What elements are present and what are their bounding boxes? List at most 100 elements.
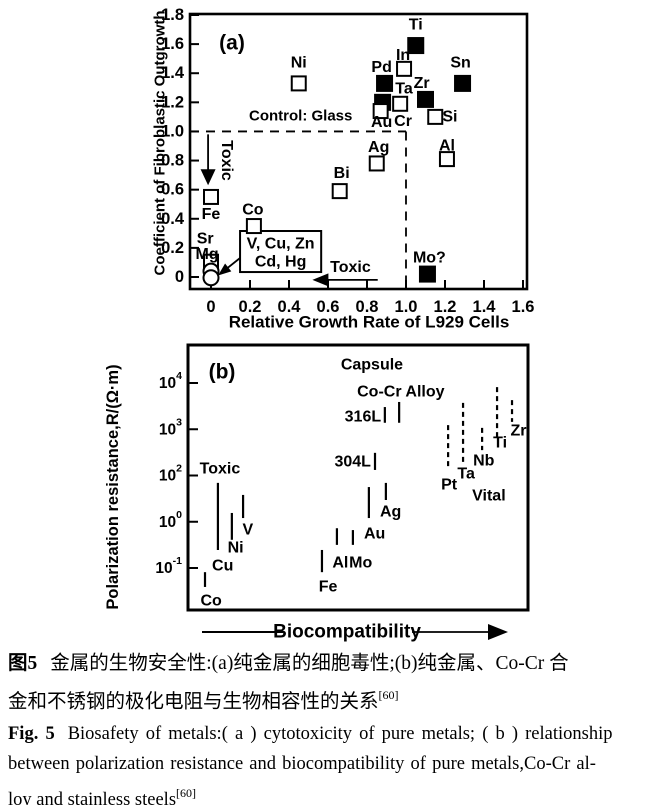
range-label-Co-Cr Alloy: Co-Cr Alloy [357, 383, 445, 400]
range-label-Co: Co [200, 592, 222, 609]
y-tick-label: 1.0 [161, 122, 184, 140]
panel-a-frame [188, 12, 529, 291]
marker-Fe [203, 188, 219, 205]
point-label-Mg: Mg [196, 246, 219, 263]
panel-b-chart: 104 103 102 100 10-1 Polarization resistance,… [104, 343, 530, 643]
point-label-Sr: Sr [197, 231, 214, 248]
marker-Si [427, 108, 444, 125]
caption-cn-line2: 金和不锈钢的极化电阻与生物相容性的关系[60] [8, 680, 660, 719]
x-tick-label: 0.4 [278, 298, 302, 316]
biocompat-arrow-head [488, 624, 508, 640]
panel-b-frame [186, 343, 530, 612]
group-annotation-box [239, 230, 323, 274]
point-label-Pd: Pd [371, 59, 391, 76]
caption-en-line1: Fig. 5 Biosafety of metals:( a ) cytotoxi… [8, 719, 660, 749]
point-label-Ta: Ta [395, 81, 413, 98]
marker-Bi [331, 183, 348, 200]
point-label-Si: Si [442, 108, 457, 125]
y-tick-label: 102 [159, 463, 182, 485]
group-box-line2: Cd, Hg [255, 254, 307, 271]
marker-Pd [376, 74, 394, 92]
panel-a-label: (a) [219, 32, 245, 55]
range-label-Pt: Pt [441, 477, 458, 494]
group-box-arrow-head [218, 263, 232, 276]
caption-en-text2: between polarization resistance and bioc… [8, 753, 596, 774]
group-box-line1: V, Cu, Zn [247, 236, 315, 253]
x-tick-label: 0.8 [356, 298, 379, 316]
panel-a-ylabel: Coefficient of Fibroblastic Outgrowth [152, 11, 169, 276]
marker-Mo? [418, 265, 436, 283]
range-label-Au: Au [364, 525, 385, 542]
x-tick-label: 0.6 [317, 298, 340, 316]
range-label-Ni: Ni [228, 540, 244, 557]
caption-en-line2: between polarization resistance and bioc… [8, 749, 660, 779]
point-label-Cr: Cr [394, 113, 412, 130]
toxic-horizontal-label: Toxic [330, 259, 371, 276]
y-tick-label: 10-1 [155, 555, 182, 577]
panel-b-ylabel: Polarization resistance,R/(Ω·m) [104, 364, 122, 609]
range-label-Nb: Nb [473, 453, 495, 470]
marker-Ag [368, 155, 385, 172]
panel-b-xlabel: Biocompatibility [273, 622, 421, 643]
point-label-Zr: Zr [414, 75, 430, 92]
y-tick-label: 0.8 [161, 152, 184, 170]
point-label-Fe: Fe [202, 206, 221, 223]
y-tick-label: 1.2 [161, 93, 184, 111]
control-glass-label: Control: Glass [249, 108, 352, 125]
toxic-down-arrow-head [200, 169, 216, 186]
zone-label-Toxic: Toxic [200, 461, 241, 478]
range-label-Fe: Fe [319, 578, 338, 595]
x-tick-label: 1.4 [473, 298, 497, 316]
x-tick-label: 1.2 [434, 298, 457, 316]
marker-Au [372, 103, 389, 120]
x-tick-label: 0 [206, 298, 215, 316]
point-label-Co: Co [242, 202, 264, 219]
y-tick-label: 0.4 [161, 210, 185, 228]
range-label-Al: Al [332, 554, 348, 571]
y-tick-label: 1.4 [161, 64, 185, 82]
figure-caption: 图5 金属的生物安全性:(a)纯金属的细胞毒性;(b)纯金属、Co-Cr 合 金和… [8, 647, 660, 805]
zone-label-Capsule: Capsule [341, 356, 403, 373]
caption-cn-number: 图5 [8, 653, 38, 674]
caption-en-text1: Biosafety of metals:( a ) cytotoxicity o… [67, 723, 613, 744]
y-tick-label: 100 [159, 509, 182, 531]
x-tick-label: 1.6 [512, 298, 535, 316]
marker-Co [245, 218, 262, 235]
range-label-V: V [243, 522, 254, 539]
range-label-Zr: Zr [510, 423, 526, 440]
marker-Ni [290, 75, 307, 92]
y-tick-label: 1.6 [161, 35, 184, 53]
y-tick-label: 0.2 [161, 239, 184, 257]
panel-b-label: (b) [209, 361, 236, 384]
marker-group [202, 269, 220, 287]
caption-cn-text1: 金属的生物安全性:(a)纯金属的细胞毒性;(b)纯金属、Co-Cr 合 [50, 653, 569, 674]
marker-Zr [417, 90, 434, 108]
y-tick-label: 1.8 [161, 6, 184, 24]
range-label-Ta: Ta [457, 466, 475, 483]
y-tick-label: 104 [159, 370, 182, 392]
panel-a-chart: 0 0.2 0.4 0.6 0.8 1.0 1.2 1.4 1.6 0 0.2 0.4 0.6 0.8 1.… [152, 6, 535, 332]
toxic-left-arrow-head [312, 273, 329, 287]
caption-cn-line1: 图5 金属的生物安全性:(a)纯金属的细胞毒性;(b)纯金属、Co-Cr 合 [8, 647, 660, 680]
marker-Sn [454, 74, 472, 92]
range-label-Ti: Ti [493, 435, 507, 452]
range-label-Mo: Mo [349, 554, 372, 571]
range-label-Ag: Ag [380, 504, 401, 521]
caption-en-ref: [60] [176, 785, 197, 800]
point-label-Ni: Ni [291, 55, 307, 72]
point-label-Au: Au [371, 114, 392, 131]
y-tick-label: 0.6 [161, 181, 184, 199]
range-label-316L: 316L [345, 408, 382, 425]
caption-cn-text2: 金和不锈钢的极化电阻与生物相容性的关系 [8, 691, 379, 713]
marker-Al [438, 151, 455, 168]
figure-svg: 0 0.2 0.4 0.6 0.8 1.0 1.2 1.4 1.6 0 0.2 0.4 0.6 0.8 1.… [104, 6, 535, 643]
point-label-Mo?: Mo? [413, 250, 446, 267]
y-tick-label: 0 [175, 268, 184, 286]
point-label-Ti: Ti [409, 17, 423, 34]
range-label-304L: 304L [334, 454, 371, 471]
x-tick-label: 1.0 [395, 298, 418, 316]
point-label-Ag: Ag [368, 139, 389, 156]
point-label-Al: Al [439, 137, 455, 154]
range-label-Cu: Cu [212, 558, 233, 575]
